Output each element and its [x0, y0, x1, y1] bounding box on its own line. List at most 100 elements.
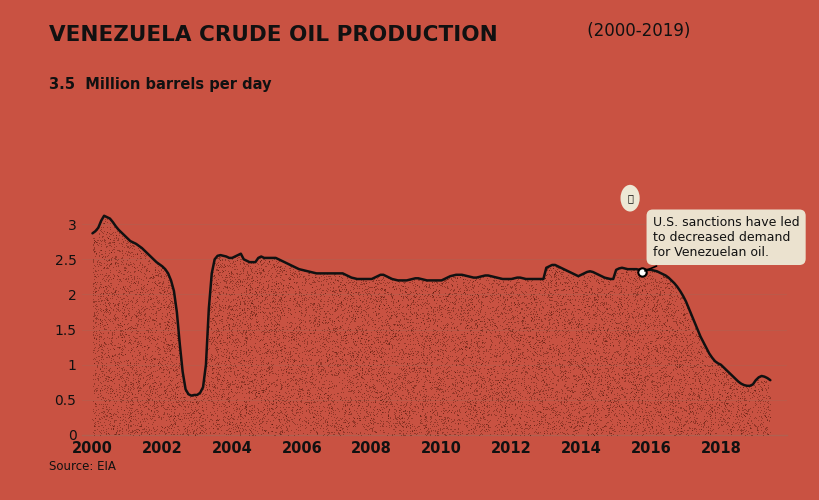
Point: [628, 384, 641, 392]
Point: [282, 286, 295, 294]
Point: [652, 360, 665, 368]
Point: [514, 381, 527, 389]
Point: [268, 295, 281, 303]
Point: [109, 428, 122, 436]
Point: [218, 260, 231, 268]
Point: [100, 333, 113, 341]
Point: [321, 401, 334, 409]
Point: [512, 414, 525, 422]
Point: [249, 288, 262, 296]
Point: [203, 428, 216, 436]
Point: [724, 378, 737, 386]
Point: [675, 396, 688, 404]
Point: [586, 419, 599, 427]
Point: [609, 358, 622, 366]
Point: [639, 312, 652, 320]
Point: [314, 348, 328, 356]
Point: [168, 395, 181, 403]
Point: [664, 428, 677, 436]
Point: [153, 363, 166, 371]
Point: [216, 389, 229, 397]
Point: [430, 346, 443, 354]
Point: [151, 266, 164, 274]
Point: [500, 386, 513, 394]
Point: [405, 347, 419, 355]
Point: [137, 303, 150, 311]
Point: [368, 320, 381, 328]
Point: [410, 366, 423, 374]
Point: [536, 352, 549, 360]
Point: [741, 386, 754, 394]
Point: [443, 352, 456, 360]
Point: [613, 288, 626, 296]
Point: [395, 322, 408, 330]
Point: [367, 356, 380, 364]
Point: [689, 360, 702, 368]
Point: [630, 328, 643, 336]
Point: [592, 324, 605, 332]
Point: [418, 378, 431, 386]
Point: [373, 396, 386, 404]
Point: [305, 288, 319, 296]
Point: [714, 420, 727, 428]
Point: [353, 363, 366, 371]
Point: [460, 330, 473, 338]
Point: [346, 362, 360, 370]
Point: [638, 280, 651, 288]
Point: [124, 284, 137, 292]
Point: [284, 406, 297, 414]
Point: [431, 356, 444, 364]
Point: [279, 358, 292, 366]
Point: [276, 276, 289, 284]
Point: [400, 354, 413, 362]
Point: [317, 430, 330, 438]
Point: [134, 254, 147, 262]
Point: [430, 370, 443, 378]
Point: [242, 350, 255, 358]
Point: [749, 422, 762, 430]
Point: [498, 316, 511, 324]
Point: [282, 296, 295, 304]
Point: [443, 286, 456, 294]
Point: [247, 381, 260, 389]
Point: [627, 292, 640, 300]
Point: [327, 362, 340, 370]
Point: [124, 260, 137, 268]
Point: [468, 367, 481, 375]
Point: [631, 309, 645, 317]
Point: [686, 328, 699, 336]
Point: [319, 416, 333, 424]
Point: [495, 392, 509, 400]
Point: [628, 420, 641, 428]
Point: [509, 427, 523, 435]
Point: [342, 374, 355, 382]
Point: [424, 348, 437, 356]
Point: [561, 411, 574, 419]
Point: [161, 268, 174, 276]
Point: [567, 412, 580, 420]
Point: [211, 292, 224, 300]
Point: [257, 414, 270, 422]
Point: [540, 333, 553, 341]
Point: [256, 302, 269, 310]
Point: [291, 405, 304, 413]
Point: [704, 374, 717, 382]
Point: [413, 378, 426, 386]
Point: [609, 348, 622, 356]
Point: [661, 340, 674, 347]
Point: [731, 404, 744, 412]
Point: [239, 418, 252, 426]
Point: [378, 276, 391, 284]
Point: [214, 268, 227, 276]
Point: [537, 405, 550, 413]
Point: [459, 284, 472, 292]
Point: [158, 390, 171, 398]
Point: [565, 284, 578, 292]
Point: [431, 430, 444, 438]
Point: [275, 410, 288, 418]
Point: [220, 378, 233, 386]
Point: [161, 346, 174, 354]
Point: [581, 268, 595, 276]
Point: [676, 426, 690, 434]
Point: [94, 280, 107, 288]
